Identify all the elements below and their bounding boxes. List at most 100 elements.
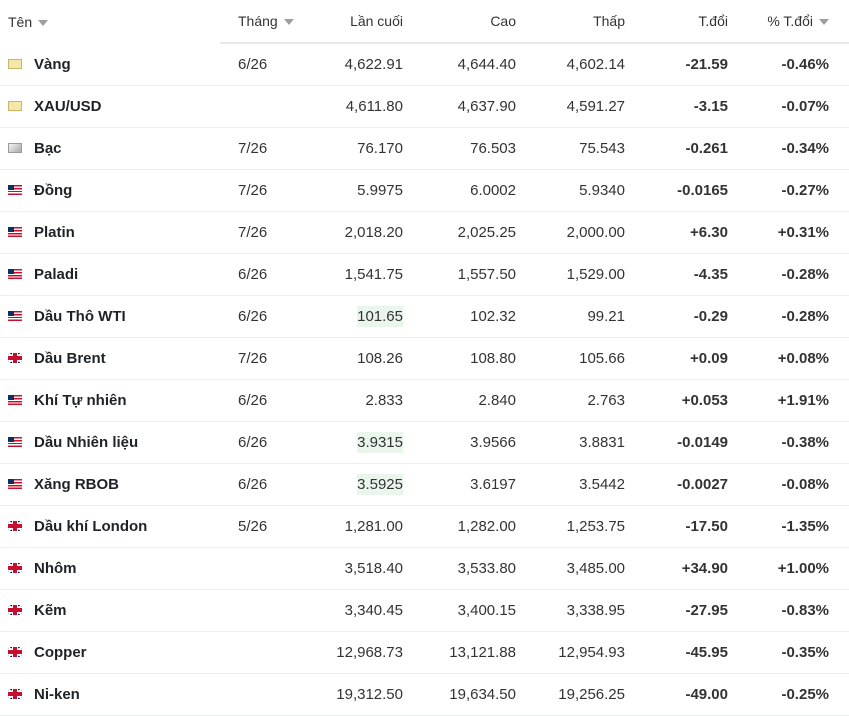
uk-flag-icon xyxy=(8,521,22,532)
table-row[interactable]: Kẽm 3,340.45 3,400.15 3,338.95 -27.95 -0… xyxy=(0,589,849,632)
last-price: 5.9975 xyxy=(312,169,415,212)
commodity-name-cell[interactable]: Nhôm xyxy=(0,547,220,590)
last-price: 2,018.20 xyxy=(312,211,415,254)
commodity-name-cell[interactable]: Đồng xyxy=(0,169,220,212)
commodity-name[interactable]: XAU/USD xyxy=(34,98,102,115)
price-change-pct: +1.91% xyxy=(736,379,849,422)
header-change-pct[interactable]: % T.đổi xyxy=(736,0,849,44)
commodity-name[interactable]: Dầu Brent xyxy=(34,350,106,367)
high-price: 4,644.40 xyxy=(415,43,524,86)
contract-month xyxy=(220,589,312,632)
price-change-pct: -0.35% xyxy=(736,631,849,674)
commodity-name-cell[interactable]: Ni-ken xyxy=(0,673,220,716)
low-price: 2,000.00 xyxy=(524,211,633,254)
table-row[interactable]: Dầu Thô WTI 6/26 101.65 102.32 99.21 -0.… xyxy=(0,295,849,338)
commodity-name[interactable]: Paladi xyxy=(34,266,79,283)
commodity-name[interactable]: Dầu Thô WTI xyxy=(34,308,126,325)
low-price: 12,954.93 xyxy=(524,631,633,674)
uk-flag-icon xyxy=(8,563,22,574)
contract-month: 6/26 xyxy=(220,421,312,464)
table-row[interactable]: Khí Tự nhiên 6/26 2.833 2.840 2.763 +0.0… xyxy=(0,379,849,422)
low-price: 3,485.00 xyxy=(524,547,633,590)
price-change: -49.00 xyxy=(633,673,736,716)
commodity-name[interactable]: Ni-ken xyxy=(34,686,80,703)
commodity-name-cell[interactable]: Dầu Thô WTI xyxy=(0,295,220,338)
commodity-name-cell[interactable]: Dầu khí London xyxy=(0,505,220,548)
high-price: 1,282.00 xyxy=(415,505,524,548)
table-row[interactable]: Đồng 7/26 5.9975 6.0002 5.9340 -0.0165 -… xyxy=(0,169,849,212)
price-change-pct: +0.08% xyxy=(736,337,849,380)
header-low-label: Thấp xyxy=(593,13,625,29)
sort-down-icon[interactable] xyxy=(38,19,49,26)
commodity-name[interactable]: Nhôm xyxy=(34,560,77,577)
commodity-name[interactable]: Vàng xyxy=(34,55,71,73)
table-row[interactable]: Dầu khí London 5/26 1,281.00 1,282.00 1,… xyxy=(0,505,849,548)
uk-flag-icon xyxy=(8,689,22,700)
header-month[interactable]: Tháng xyxy=(220,0,312,44)
header-name[interactable]: Tên xyxy=(0,0,220,43)
table-row[interactable]: Paladi 6/26 1,541.75 1,557.50 1,529.00 -… xyxy=(0,253,849,296)
commodity-name[interactable]: Khí Tự nhiên xyxy=(34,392,127,409)
commodity-name[interactable]: Dầu khí London xyxy=(34,518,148,535)
commodity-name[interactable]: Platin xyxy=(34,224,75,241)
contract-month: 6/26 xyxy=(220,295,312,338)
header-last[interactable]: Lần cuối xyxy=(312,0,415,44)
table-row[interactable]: Bạc 7/26 76.170 76.503 75.543 -0.261 -0.… xyxy=(0,127,849,170)
high-price: 19,634.50 xyxy=(415,673,524,716)
high-price: 3,533.80 xyxy=(415,547,524,590)
table-row[interactable]: Xăng RBOB 6/26 3.5925 3.6197 3.5442 -0.0… xyxy=(0,463,849,506)
table-row[interactable]: Dầu Nhiên liệu 6/26 3.9315 3.9566 3.8831… xyxy=(0,421,849,464)
commodity-name-cell[interactable]: Paladi xyxy=(0,253,220,296)
commodity-name-cell[interactable]: Khí Tự nhiên xyxy=(0,379,220,422)
table-row[interactable]: Dầu Brent 7/26 108.26 108.80 105.66 +0.0… xyxy=(0,337,849,380)
header-change[interactable]: T.đổi xyxy=(633,0,736,44)
table-row[interactable]: Vàng 6/26 4,622.91 4,644.40 4,602.14 -21… xyxy=(0,43,849,86)
commodity-name[interactable]: Bạc xyxy=(34,140,62,157)
high-price: 108.80 xyxy=(415,337,524,380)
price-change-pct: +1.00% xyxy=(736,547,849,590)
commodity-name-cell[interactable]: Platin xyxy=(0,211,220,254)
last-price: 101.65 xyxy=(312,295,415,338)
us-flag-icon xyxy=(8,311,22,322)
commodity-name[interactable]: Xăng RBOB xyxy=(34,476,120,493)
high-price: 2,025.25 xyxy=(415,211,524,254)
commodity-name[interactable]: Copper xyxy=(34,644,87,661)
sort-down-icon[interactable] xyxy=(819,19,829,26)
low-price: 105.66 xyxy=(524,337,633,380)
table-row[interactable]: Copper 12,968.73 13,121.88 12,954.93 -45… xyxy=(0,631,849,674)
commodity-name[interactable]: Dầu Nhiên liệu xyxy=(34,434,139,451)
price-change-pct: -0.28% xyxy=(736,295,849,338)
us-flag-icon xyxy=(8,479,22,490)
last-price: 19,312.50 xyxy=(312,673,415,716)
last-price: 4,622.91 xyxy=(312,43,415,86)
us-flag-icon xyxy=(8,269,22,280)
table-row[interactable]: Ni-ken 19,312.50 19,634.50 19,256.25 -49… xyxy=(0,673,849,716)
commodity-name[interactable]: Đồng xyxy=(34,182,73,199)
contract-month: 7/26 xyxy=(220,337,312,380)
commodity-name-cell[interactable]: Bạc xyxy=(0,127,220,170)
contract-month: 5/26 xyxy=(220,505,312,548)
price-change: +34.90 xyxy=(633,547,736,590)
header-low[interactable]: Thấp xyxy=(524,0,633,44)
contract-month: 7/26 xyxy=(220,211,312,254)
commodity-name-cell[interactable]: Dầu Nhiên liệu xyxy=(0,421,220,464)
commodity-name-cell[interactable]: Vàng xyxy=(0,43,220,86)
commodity-name-cell[interactable]: Dầu Brent xyxy=(0,337,220,380)
table-row[interactable]: Nhôm 3,518.40 3,533.80 3,485.00 +34.90 +… xyxy=(0,547,849,590)
sort-down-icon[interactable] xyxy=(283,19,294,26)
commodity-name-cell[interactable]: Copper xyxy=(0,631,220,674)
high-price: 3,400.15 xyxy=(415,589,524,632)
commodity-name-cell[interactable]: Xăng RBOB xyxy=(0,463,220,506)
us-flag-icon xyxy=(8,185,22,196)
commodity-name[interactable]: Kẽm xyxy=(34,602,67,619)
price-change-pct: -0.27% xyxy=(736,169,849,212)
commodity-name-cell[interactable]: XAU/USD xyxy=(0,85,220,128)
table-row[interactable]: Platin 7/26 2,018.20 2,025.25 2,000.00 +… xyxy=(0,211,849,254)
header-high[interactable]: Cao xyxy=(415,0,524,44)
price-change: +0.09 xyxy=(633,337,736,380)
table-row[interactable]: XAU/USD 4,611.80 4,637.90 4,591.27 -3.15… xyxy=(0,85,849,128)
price-change: -0.0165 xyxy=(633,169,736,212)
last-price: 4,611.80 xyxy=(312,85,415,128)
commodity-name-cell[interactable]: Kẽm xyxy=(0,589,220,632)
